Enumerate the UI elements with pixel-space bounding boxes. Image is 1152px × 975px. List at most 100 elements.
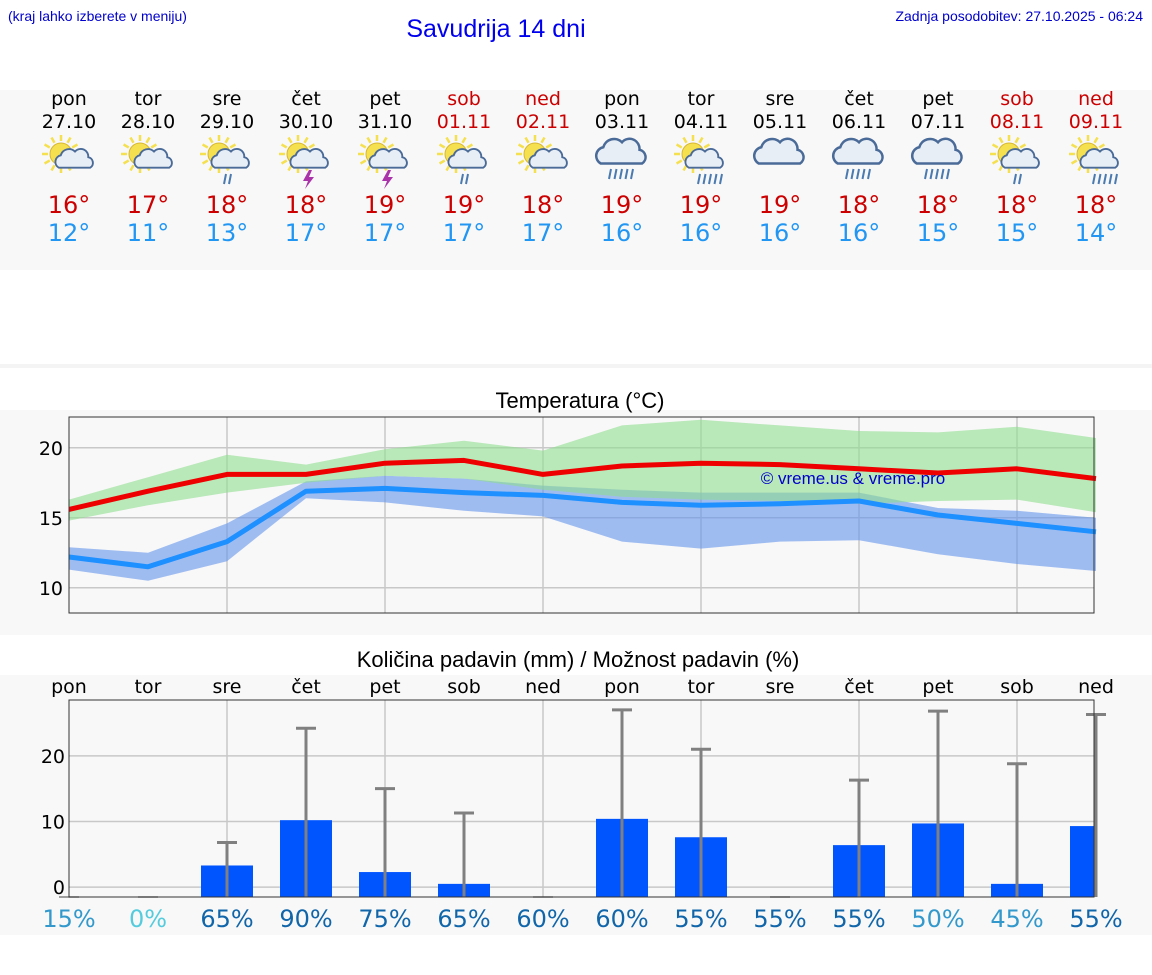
y-tick-label: 15 [39, 508, 63, 530]
y-tick-label: 10 [41, 811, 65, 833]
max-temperature: 18° [1074, 191, 1118, 219]
day-label: pon [51, 676, 87, 698]
cloud-heavy-rain-icon [594, 137, 647, 180]
day-name: pet [922, 88, 954, 110]
last-update: Zadnja posodobitev: 27.10.2025 - 06:24 [895, 8, 1143, 24]
day-label: sob [447, 676, 481, 698]
precipitation-probability: 50% [911, 905, 964, 933]
day-column: čet 30.10 18° 17° [266, 88, 346, 247]
day-column: čet 06.11 18° 16° [819, 88, 899, 247]
temperature-chart: 10 15 20 Temperatura (°C) © vreme.us & vreme… [39, 388, 1097, 614]
daily-forecast: pon 27.10 16° 12° tor 28.10 17° 11° sre 29.10 18° 1… [0, 88, 1152, 258]
precipitation-probability: 55% [1069, 905, 1122, 933]
min-temperature: 16° [600, 219, 644, 247]
max-temperature: 19° [758, 191, 802, 219]
min-temperature: 13° [205, 219, 249, 247]
day-label: čet [291, 676, 321, 698]
day-date: 04.11 [673, 111, 729, 133]
day-column: tor 04.11 19° 16° [661, 88, 741, 247]
precipitation-probability: 15% [42, 905, 95, 933]
day-name: sre [765, 88, 795, 110]
precipitation-probability: 60% [516, 905, 569, 933]
sun-cloud-rain-icon [990, 135, 1040, 185]
page-title: Savudrija 14 dni [406, 15, 586, 43]
precipitation-probability: 55% [674, 905, 727, 933]
min-temperature: 16° [679, 219, 723, 247]
precipitation-chart: 0 10 20 Količina padavin (mm) / Možnost pad… [41, 647, 1123, 933]
max-temperature: 18° [521, 191, 565, 219]
day-column: sre 29.10 18° 13° [187, 88, 267, 247]
y-tick-label: 10 [39, 578, 63, 600]
cloud-heavy-rain-icon [910, 137, 963, 180]
precipitation-probability: 0% [129, 905, 167, 933]
max-temperature: 18° [995, 191, 1039, 219]
min-temperature: 17° [284, 219, 328, 247]
max-temperature: 18° [284, 191, 328, 219]
day-date: 02.11 [515, 111, 571, 133]
max-temperature: 19° [363, 191, 407, 219]
chart-title: Količina padavin (mm) / Možnost padavin … [357, 647, 800, 672]
max-temperature: 18° [837, 191, 881, 219]
sun-cloud-thunder-icon [279, 135, 329, 189]
min-temperature: 16° [837, 219, 881, 247]
max-temperature: 16° [47, 191, 91, 219]
precipitation-probability: 75% [358, 905, 411, 933]
max-temperature: 19° [442, 191, 486, 219]
min-temperature: 16° [758, 219, 802, 247]
day-column: ned 02.11 18° 17° [503, 88, 583, 247]
day-date: 30.10 [278, 111, 334, 133]
min-temperature: 15° [995, 219, 1039, 247]
day-date: 01.11 [436, 111, 492, 133]
day-label: ned [1078, 676, 1114, 698]
day-label: tor [688, 676, 715, 698]
sun-cloud-rain-icon [200, 135, 250, 185]
day-column: pet 07.11 18° 15° [898, 88, 978, 247]
min-temperature: 15° [916, 219, 960, 247]
day-name: tor [687, 88, 715, 110]
max-temperature: 18° [205, 191, 249, 219]
day-name: ned [1078, 88, 1114, 110]
sun-cloud-rain-icon [437, 135, 487, 185]
day-label: tor [135, 676, 162, 698]
max-temperature-line [68, 457, 1097, 512]
day-name: pon [51, 88, 87, 110]
min-temperature: 17° [521, 219, 565, 247]
precipitation-bar [1070, 826, 1094, 897]
divider [0, 364, 1152, 368]
day-date: 29.10 [199, 111, 255, 133]
day-column: tor 28.10 17° 11° [108, 88, 188, 247]
y-tick-label: 20 [39, 438, 63, 460]
day-date: 31.10 [357, 111, 413, 133]
day-label: pon [604, 676, 640, 698]
sun-cloud-thunder-icon [358, 135, 408, 189]
day-name: tor [134, 88, 162, 110]
precipitation-probability: 90% [279, 905, 332, 933]
sun-cloud-icon [121, 135, 173, 173]
plot-frame [68, 699, 1095, 898]
day-column: pet 31.10 19° 17° [345, 88, 425, 247]
min-temperature: 17° [442, 219, 486, 247]
day-name: pet [369, 88, 401, 110]
day-date: 08.11 [989, 111, 1045, 133]
forecast-band [0, 90, 1152, 270]
precipitation-probability: 55% [832, 905, 885, 933]
day-name: sob [447, 88, 481, 110]
day-name: čet [291, 88, 321, 110]
watermark: © vreme.us & vreme.pro [761, 469, 945, 488]
max-temperature: 19° [679, 191, 723, 219]
max-temperature: 18° [916, 191, 960, 219]
min-temperature: 12° [47, 219, 91, 247]
day-label: čet [844, 676, 874, 698]
y-tick-label: 0 [53, 877, 65, 899]
location-hint[interactable]: (kraj lahko izberete v meniju) [8, 8, 187, 24]
day-name: sre [212, 88, 242, 110]
chart-title: Temperatura (°C) [496, 388, 665, 413]
precipitation-probability: 60% [595, 905, 648, 933]
day-name: sob [1000, 88, 1034, 110]
day-column: pon 27.10 16° 12° [29, 88, 109, 247]
precipitation-probability: 45% [990, 905, 1043, 933]
precipitation-probability: 55% [753, 905, 806, 933]
day-date: 05.11 [752, 111, 808, 133]
sun-cloud-heavy-rain-icon [1069, 135, 1119, 185]
min-temperature-line [68, 485, 1097, 570]
